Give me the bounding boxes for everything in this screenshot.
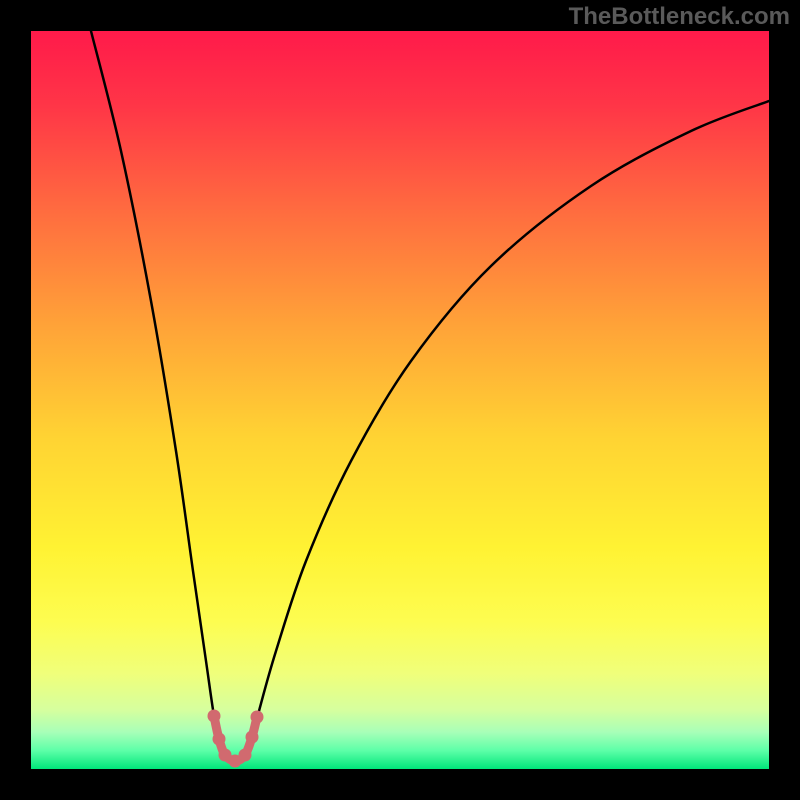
valley-marker [246, 731, 259, 744]
valley-marker [213, 733, 226, 746]
valley-marker [208, 710, 221, 723]
heat-gradient-area [31, 31, 769, 769]
valley-marker [251, 711, 264, 724]
watermark-text: TheBottleneck.com [569, 3, 790, 31]
chart-frame: TheBottleneck.com [0, 0, 800, 800]
valley-marker [239, 749, 252, 762]
bottleneck-chart [0, 0, 800, 800]
